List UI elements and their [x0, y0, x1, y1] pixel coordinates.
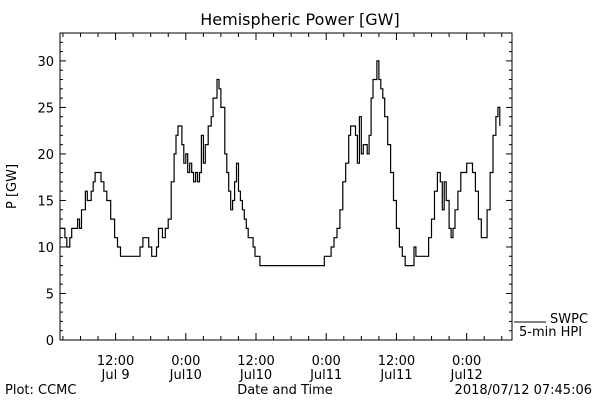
x-tick-label: 12:00 [237, 354, 274, 369]
chart-title: Hemispheric Power [GW] [200, 10, 400, 29]
y-tick-label: 5 [46, 287, 54, 302]
plot-timestamp: 2018/07/12 07:45:06 [454, 383, 592, 398]
y-tick-label: 20 [37, 148, 54, 163]
legend-entry-hpi: 5-min HPI [519, 325, 583, 340]
series-line-hpi [60, 60, 501, 267]
y-tick-label: 25 [37, 101, 54, 116]
x-tick-date-label: Jul10 [169, 368, 202, 383]
x-tick-date-label: Jul11 [379, 368, 412, 383]
y-tick-label: 10 [37, 241, 54, 256]
x-tick-label: 0:00 [171, 354, 200, 369]
y-tick-label: 30 [37, 55, 54, 70]
x-tick-label: 0:00 [452, 354, 481, 369]
x-tick-label: 12:00 [97, 354, 134, 369]
legend-entry-swpc: SWPC [550, 312, 589, 327]
x-axis-label: Date and Time [237, 383, 333, 398]
x-tick-date-label: Jul 9 [101, 368, 130, 383]
plot-frame [59, 32, 513, 341]
y-tick-label: 15 [37, 194, 54, 209]
y-axis-label: P [GW] [5, 164, 20, 209]
plot-credit: Plot: CCMC [5, 383, 77, 398]
x-tick-date-label: Jul12 [450, 368, 483, 383]
x-tick-date-label: Jul10 [239, 368, 272, 383]
x-tick-label: 12:00 [378, 354, 415, 369]
x-tick-date-label: Jul11 [309, 368, 342, 383]
x-tick-label: 0:00 [312, 354, 341, 369]
y-tick-label: 0 [46, 334, 54, 349]
